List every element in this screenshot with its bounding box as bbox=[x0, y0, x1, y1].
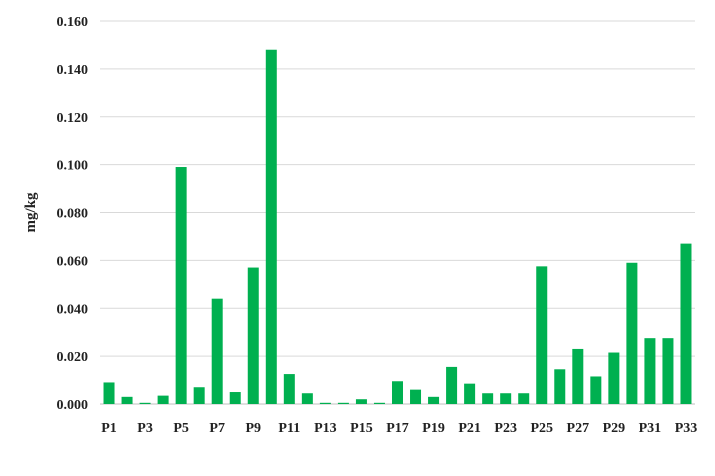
y-tick-label: 0.060 bbox=[57, 254, 89, 269]
y-tick-label: 0.020 bbox=[57, 350, 89, 365]
x-axis-ticks: P1 P3 P5 P7 P9 P11 P13 P15 P17 P19 P21 P23 P25 P27 P29… bbox=[101, 421, 697, 436]
bar-p13 bbox=[319, 402, 331, 404]
bar-p18 bbox=[410, 389, 422, 404]
bar-p26 bbox=[554, 369, 566, 404]
bars bbox=[103, 49, 692, 404]
bar-p4 bbox=[157, 395, 169, 404]
bar-p23 bbox=[500, 393, 512, 404]
bar-p6 bbox=[193, 387, 205, 404]
bar-p22 bbox=[482, 393, 494, 404]
x-tick-label: P13 bbox=[314, 421, 337, 436]
bar-p9 bbox=[247, 267, 259, 404]
y-tick-label: 0.080 bbox=[57, 207, 89, 222]
bar-p5 bbox=[175, 167, 187, 404]
x-tick-label: P11 bbox=[278, 421, 300, 436]
x-tick-label: P7 bbox=[209, 421, 225, 436]
bar-p14 bbox=[337, 402, 349, 404]
bar-p7 bbox=[211, 298, 223, 404]
bar-p17 bbox=[392, 381, 403, 404]
bar-p32 bbox=[662, 338, 674, 404]
bar-p24 bbox=[518, 393, 530, 404]
x-tick-label: P15 bbox=[350, 421, 373, 436]
bar-p27 bbox=[572, 348, 584, 404]
bar-p2 bbox=[121, 396, 133, 404]
x-tick-label: P19 bbox=[422, 421, 445, 436]
x-tick-label: P1 bbox=[101, 421, 117, 436]
y-tick-label: 0.120 bbox=[57, 111, 89, 126]
x-tick-label: P29 bbox=[603, 421, 626, 436]
bar-p29 bbox=[608, 352, 620, 404]
bar-p19 bbox=[428, 396, 440, 404]
x-tick-label: P33 bbox=[675, 421, 698, 436]
gridlines bbox=[100, 20, 695, 405]
y-axis-title: mg/kg bbox=[23, 192, 39, 233]
y-tick-label: 0.160 bbox=[57, 15, 89, 30]
bar-p28 bbox=[590, 376, 602, 404]
bar-p1 bbox=[103, 382, 115, 404]
x-tick-label: P31 bbox=[639, 421, 662, 436]
bar-p16 bbox=[373, 402, 385, 404]
bar-p20 bbox=[446, 366, 458, 404]
x-tick-label: P25 bbox=[530, 421, 553, 436]
bar-p25 bbox=[536, 266, 548, 404]
bar-p11 bbox=[283, 374, 295, 404]
bar-p31 bbox=[644, 338, 656, 404]
bar-p8 bbox=[229, 392, 241, 404]
y-tick-label: 0.000 bbox=[57, 398, 89, 413]
bar-p15 bbox=[355, 399, 367, 404]
x-tick-label: P21 bbox=[458, 421, 481, 436]
y-tick-label: 0.040 bbox=[57, 302, 89, 317]
x-tick-label: P27 bbox=[567, 421, 590, 436]
x-tick-label: P5 bbox=[173, 421, 189, 436]
bar-p30 bbox=[626, 262, 638, 404]
y-tick-label: 0.100 bbox=[57, 159, 89, 174]
y-tick-label: 0.140 bbox=[57, 63, 89, 78]
x-tick-label: P9 bbox=[245, 421, 261, 436]
bar-p12 bbox=[301, 393, 313, 404]
bar-p33 bbox=[680, 243, 692, 404]
x-tick-label: P17 bbox=[386, 421, 409, 436]
bar-p21 bbox=[464, 383, 476, 404]
x-tick-label: P3 bbox=[137, 421, 153, 436]
bar-p10 bbox=[265, 49, 277, 404]
x-tick-label: P23 bbox=[494, 421, 517, 436]
bar-p3 bbox=[139, 402, 151, 404]
y-axis-ticks: 0.000 0.020 0.040 0.060 0.080 0.100 0.120 0.140… bbox=[57, 15, 89, 413]
